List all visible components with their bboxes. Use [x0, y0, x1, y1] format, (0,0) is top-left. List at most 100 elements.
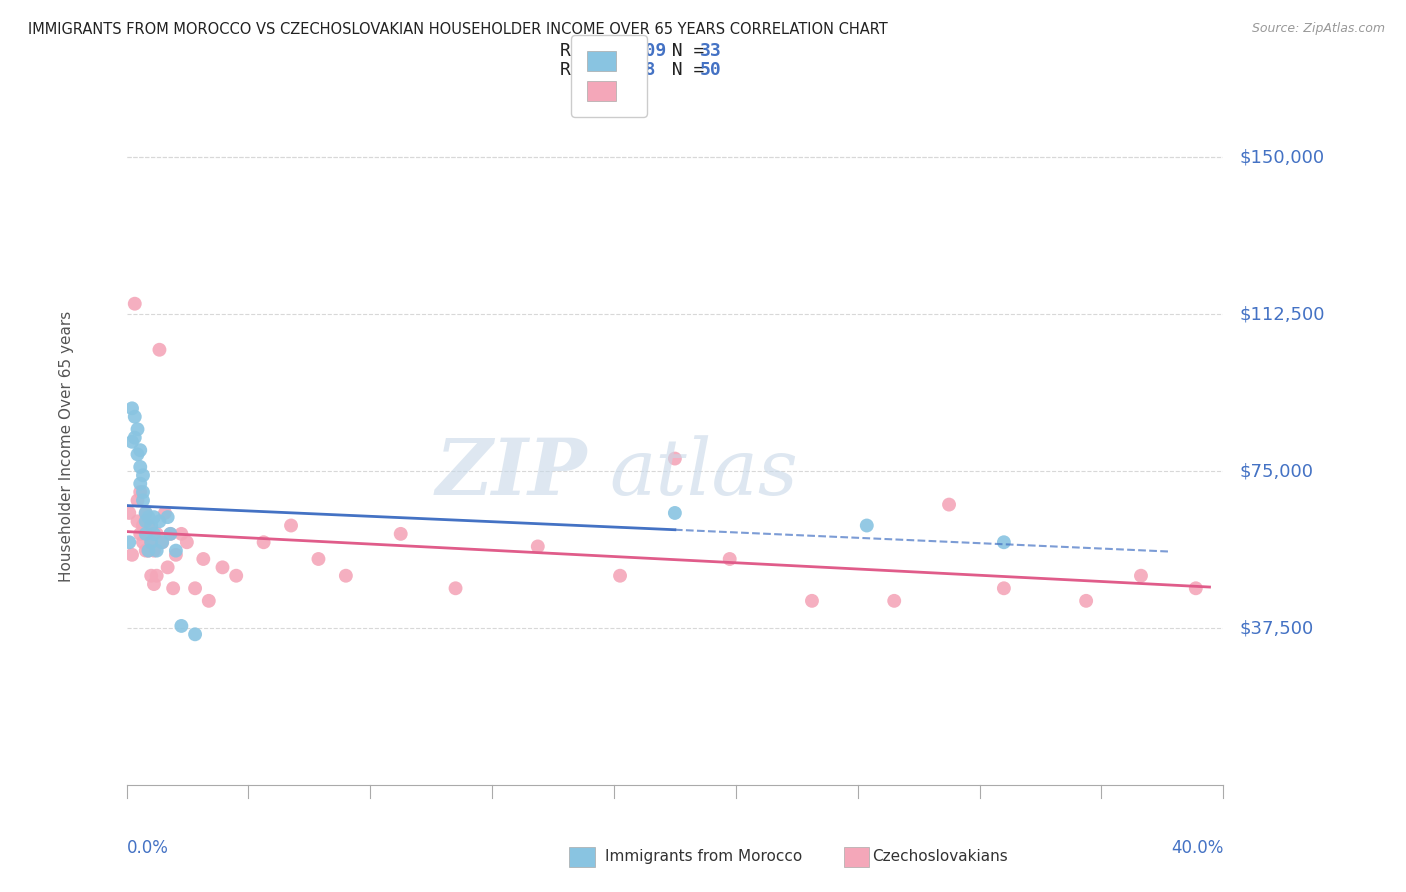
Point	[162, 582, 184, 596]
Point	[225, 568, 247, 582]
Point	[135, 514, 157, 528]
Point	[527, 540, 550, 554]
Point	[993, 582, 1015, 596]
Point	[664, 506, 686, 520]
Point	[280, 518, 302, 533]
Point	[135, 543, 157, 558]
Point	[197, 594, 219, 608]
Point	[1076, 594, 1098, 608]
Text: Source: ZipAtlas.com: Source: ZipAtlas.com	[1251, 22, 1385, 36]
Point	[118, 535, 141, 549]
Point	[145, 527, 167, 541]
Point	[132, 535, 155, 549]
Point	[165, 543, 187, 558]
Point	[159, 527, 181, 541]
Text: 0.0%: 0.0%	[127, 839, 169, 857]
Point	[127, 422, 149, 436]
Text: $112,500: $112,500	[1240, 305, 1326, 323]
Text: 50: 50	[700, 61, 721, 78]
Point	[170, 619, 193, 633]
Point	[184, 582, 207, 596]
Point	[118, 506, 141, 520]
Point	[150, 535, 173, 549]
Text: R =: R =	[560, 43, 603, 61]
Point	[138, 543, 160, 558]
Point	[170, 527, 193, 541]
Text: N =: N =	[650, 61, 714, 78]
Point	[124, 431, 146, 445]
Point	[176, 535, 198, 549]
Text: N =: N =	[650, 43, 714, 61]
Text: 40.0%: 40.0%	[1171, 839, 1223, 857]
Point	[389, 527, 412, 541]
Point	[165, 548, 187, 562]
Point	[335, 568, 357, 582]
Text: $150,000: $150,000	[1240, 148, 1324, 166]
Text: 0.078: 0.078	[602, 61, 655, 78]
Point	[1185, 582, 1208, 596]
Text: atlas: atlas	[609, 435, 797, 511]
Point	[159, 527, 181, 541]
Point	[129, 476, 152, 491]
Point	[211, 560, 233, 574]
Point	[153, 506, 176, 520]
Point	[138, 543, 160, 558]
Point	[143, 527, 166, 541]
Point	[145, 568, 167, 582]
Text: IMMIGRANTS FROM MOROCCO VS CZECHOSLOVAKIAN HOUSEHOLDER INCOME OVER 65 YEARS CORR: IMMIGRANTS FROM MOROCCO VS CZECHOSLOVAKI…	[28, 22, 887, 37]
Text: Immigrants from Morocco: Immigrants from Morocco	[605, 849, 801, 863]
Text: ZIP: ZIP	[436, 435, 588, 511]
Text: $75,000: $75,000	[1240, 462, 1313, 480]
Point	[444, 582, 467, 596]
Point	[253, 535, 276, 549]
Point	[141, 535, 163, 549]
Text: -0.109: -0.109	[602, 43, 666, 61]
Point	[156, 510, 179, 524]
Point	[121, 434, 143, 449]
Point	[124, 409, 146, 424]
Point	[883, 594, 905, 608]
Point	[129, 459, 152, 474]
Text: Czechoslovakians: Czechoslovakians	[872, 849, 1008, 863]
Point	[135, 506, 157, 520]
Point	[127, 447, 149, 461]
Point	[609, 568, 631, 582]
Point	[129, 527, 152, 541]
Point	[938, 498, 960, 512]
Point	[184, 627, 207, 641]
Point	[141, 568, 163, 582]
Point	[141, 535, 163, 549]
Point	[135, 506, 157, 520]
Point	[124, 296, 146, 310]
Text: $37,500: $37,500	[1240, 619, 1315, 637]
Point	[156, 560, 179, 574]
Text: Householder Income Over 65 years: Householder Income Over 65 years	[59, 310, 73, 582]
Point	[718, 552, 741, 566]
Point	[129, 443, 152, 458]
Point	[664, 451, 686, 466]
Point	[132, 468, 155, 483]
Point	[141, 518, 163, 533]
Point	[145, 543, 167, 558]
Legend: , : ,	[571, 36, 647, 118]
Point	[135, 527, 157, 541]
Point	[127, 514, 149, 528]
Point	[143, 510, 166, 524]
Point	[193, 552, 215, 566]
Point	[143, 577, 166, 591]
Point	[150, 535, 173, 549]
Text: 33: 33	[700, 43, 721, 61]
Point	[132, 518, 155, 533]
Point	[138, 518, 160, 533]
Point	[127, 493, 149, 508]
Point	[129, 485, 152, 500]
Point	[993, 535, 1015, 549]
Text: R =: R =	[560, 61, 603, 78]
Point	[855, 518, 877, 533]
Point	[121, 401, 143, 416]
Point	[308, 552, 330, 566]
Point	[148, 343, 170, 357]
Point	[148, 514, 170, 528]
Point	[138, 510, 160, 524]
Point	[132, 485, 155, 500]
